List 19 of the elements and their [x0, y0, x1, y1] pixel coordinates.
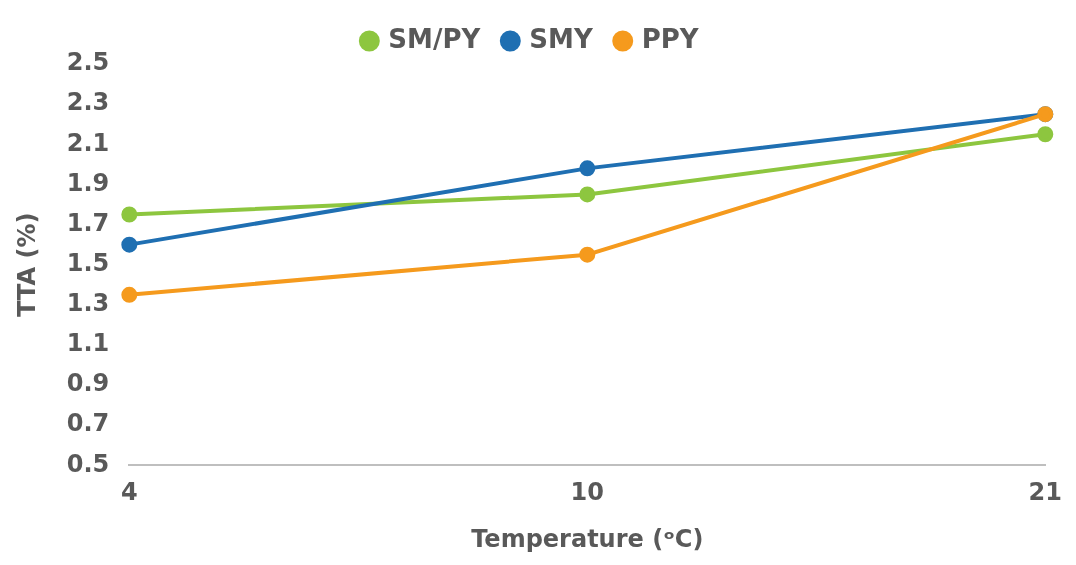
y-tick-label: 0.9	[66, 369, 110, 398]
y-tick-label: 2.5	[66, 48, 110, 77]
x-tick-label: 10	[570, 478, 605, 507]
y-tick-label: 2.3	[66, 88, 110, 117]
legend-label: PPY	[641, 23, 700, 54]
legend-label: SM/PY	[388, 23, 482, 54]
y-tick-label: 0.5	[66, 449, 110, 478]
y-tick-label: 0.7	[66, 409, 110, 438]
x-tick-label: 21	[1028, 478, 1062, 507]
legend-label: SMY	[529, 23, 594, 54]
y-tick-label: 1.9	[66, 168, 110, 197]
y-axis-title: TTA (%)	[12, 212, 41, 317]
y-tick-label: 1.7	[66, 208, 110, 237]
x-tick-label: 4	[120, 478, 138, 507]
y-tick-label: 2.1	[66, 128, 110, 157]
y-tick-label: 1.1	[66, 329, 110, 358]
x-axis-title: Temperature (ᵒC)	[471, 524, 704, 553]
y-tick-label: 1.5	[66, 248, 110, 277]
y-tick-label: 1.3	[66, 289, 110, 318]
